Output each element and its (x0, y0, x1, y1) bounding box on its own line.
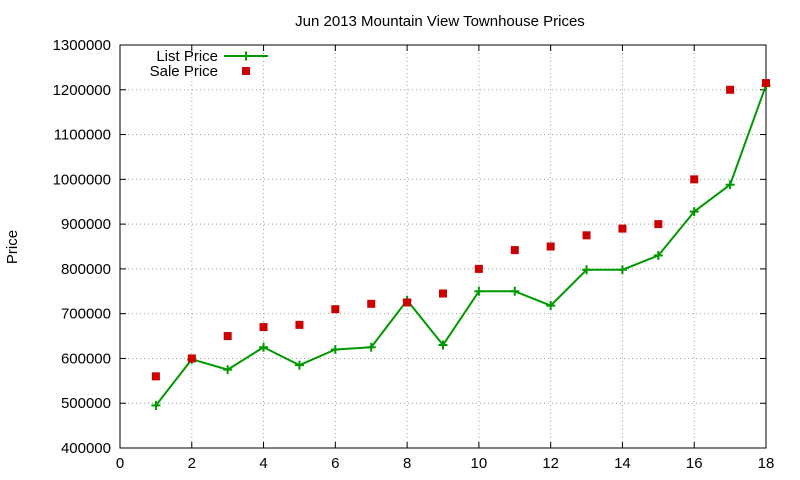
sale-price-point (295, 320, 304, 329)
y-tick-label: 1100000 (54, 127, 111, 144)
sale-price-point (403, 298, 412, 307)
list-price-point (546, 301, 556, 311)
list-price-point (366, 342, 376, 352)
sale-price-point (259, 323, 268, 332)
sale-price-point (223, 332, 232, 341)
x-tick-label: 10 (471, 455, 488, 472)
sale-price-point (151, 372, 160, 381)
y-tick-label: 500000 (61, 395, 111, 412)
legend-swatch-square (242, 67, 250, 75)
sale-price-point (439, 289, 447, 298)
sale-price-point (367, 299, 376, 308)
y-axis-label: Price (4, 230, 21, 264)
y-tick-label: 800000 (61, 261, 111, 278)
plot-border (119, 44, 767, 449)
sale-price-point (510, 246, 519, 255)
x-tick-label: 2 (188, 455, 196, 472)
list-price-point (582, 265, 592, 275)
sale-price-point (762, 79, 770, 88)
y-tick-label: 1200000 (53, 82, 111, 99)
grid (120, 45, 766, 448)
x-tick-label: 0 (116, 455, 124, 472)
list-price-point (474, 286, 484, 296)
list-price-point (223, 365, 233, 375)
sale-price-point (618, 224, 627, 233)
y-tick-label: 1000000 (53, 171, 111, 188)
x-tick-label: 18 (758, 455, 775, 472)
x-tick-label: 14 (614, 455, 631, 472)
list-price-point (151, 400, 161, 410)
chart-title: Jun 2013 Mountain View Townhouse Prices (295, 13, 585, 30)
x-tick-label: 16 (686, 455, 703, 472)
list-price-point (653, 250, 663, 260)
y-tick-label: 1300000 (53, 37, 111, 54)
sale-price-point (474, 264, 483, 273)
x-tick-label: 6 (331, 455, 339, 472)
legend-swatch-marker (241, 51, 251, 61)
plot-area (151, 79, 771, 410)
sale-price-point (331, 305, 340, 314)
legend-label: Sale Price (150, 63, 218, 80)
list-price-point (438, 340, 448, 350)
x-tick-label: 4 (259, 455, 267, 472)
sale-price-point (187, 354, 196, 363)
sale-price-point (546, 242, 555, 251)
axes (119, 44, 767, 449)
y-tick-label: 600000 (61, 350, 111, 367)
y-tick-label: 900000 (61, 216, 111, 233)
sale-price-point (690, 175, 699, 184)
legend-label: List Price (156, 48, 218, 65)
list-price-point (294, 360, 304, 370)
list-price-point (330, 344, 340, 354)
list-price-point (617, 265, 627, 275)
list-price-point (510, 286, 520, 296)
tick-labels: 0 2 4 6 8 10 12 14 16 18 400000 500000 600000 700000 8… (53, 37, 775, 472)
sale-price-point (726, 85, 735, 94)
x-tick-label: 8 (403, 455, 411, 472)
sale-price-point (582, 231, 591, 240)
list-price-point (725, 180, 735, 190)
y-tick-label: 700000 (61, 306, 111, 323)
list-price-point (689, 207, 699, 217)
sale-price-point (654, 220, 663, 229)
list-price-point (259, 342, 269, 352)
x-tick-label: 12 (542, 455, 559, 472)
y-tick-label: 400000 (61, 440, 111, 457)
series-line-list-price (155, 84, 767, 407)
